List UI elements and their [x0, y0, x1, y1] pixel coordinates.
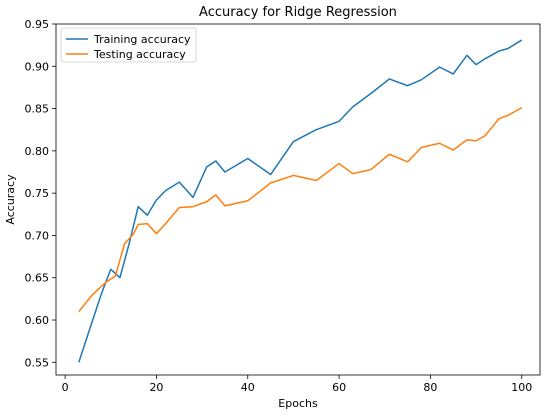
series-line-training — [78, 39, 523, 363]
y-tick-label: 0.65 — [25, 272, 50, 285]
y-tick-label: 0.80 — [25, 145, 50, 158]
x-tick-label: 80 — [423, 381, 437, 394]
legend-label: Training accuracy — [93, 33, 191, 46]
x-tick-label: 20 — [149, 381, 163, 394]
legend-label: Testing accuracy — [93, 48, 186, 61]
x-tick-label: 0 — [62, 381, 69, 394]
x-axis-label: Epochs — [278, 397, 318, 410]
y-tick-label: 0.70 — [25, 229, 50, 242]
legend-box — [60, 27, 197, 63]
x-tick-label: 60 — [332, 381, 346, 394]
y-tick-label: 0.95 — [25, 18, 50, 31]
y-tick-label: 0.75 — [25, 187, 50, 200]
y-tick-label: 0.60 — [25, 314, 50, 327]
plot-frame — [55, 23, 541, 376]
x-tick-label: 100 — [511, 381, 532, 394]
y-axis-label: Accuracy — [4, 174, 17, 225]
series-line-testing — [78, 107, 523, 313]
y-tick-label: 0.55 — [25, 356, 50, 369]
chart-title: Accuracy for Ridge Regression — [199, 5, 397, 20]
y-tick-label: 0.85 — [25, 103, 50, 116]
y-tick-label: 0.90 — [25, 60, 50, 73]
x-tick-label: 40 — [241, 381, 255, 394]
